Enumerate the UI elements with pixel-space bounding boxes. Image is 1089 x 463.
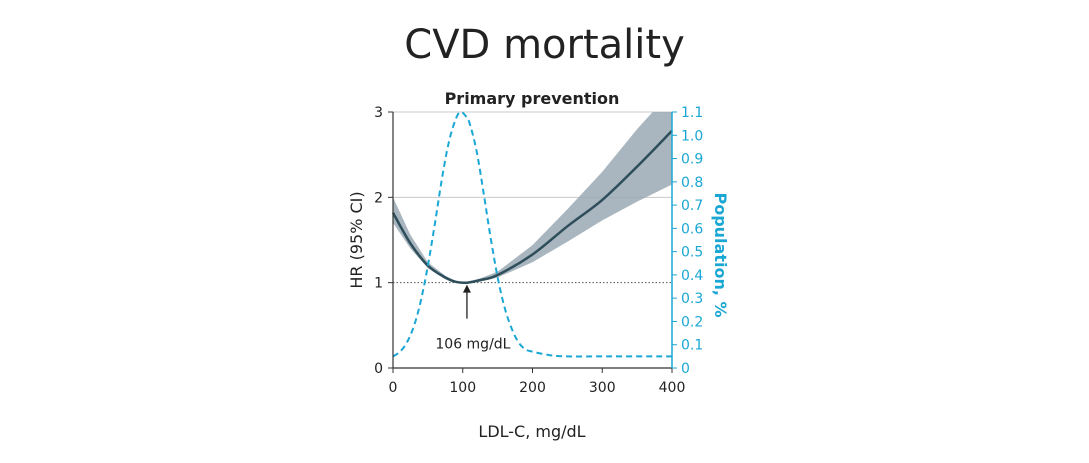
y2-tick-label: 0.4 [681, 268, 703, 284]
x-axis-ticks: 0 100 200 300 400 [389, 368, 686, 396]
chart-subtitle: Primary prevention [445, 89, 620, 108]
y2-axis-ticks: 0 0.1 0.2 0.3 0.4 0.5 0.6 0.7 0.8 0.9 1.0 1.1 [672, 105, 703, 377]
y-tick-label: 1 [374, 276, 383, 292]
population-curve [392, 110, 672, 358]
x-axis-label: LDL-C, mg/dL [478, 422, 585, 441]
x-tick-label: 300 [589, 380, 616, 396]
y-axis-ticks: 0 1 2 3 [374, 105, 393, 377]
x-tick-label: 0 [389, 380, 398, 396]
y2-tick-label: 0.3 [681, 291, 703, 307]
annotation-106: 106 mg/dL [435, 284, 511, 353]
y2-tick-label: 0.1 [681, 338, 703, 354]
y2-tick-label: 0.5 [681, 245, 703, 261]
y2-tick-label: 0.7 [681, 198, 703, 214]
y-axis-label: HR (95% CI) [347, 191, 366, 288]
y2-tick-label: 0 [681, 361, 690, 377]
y2-tick-label: 0.6 [681, 221, 703, 237]
y2-tick-label: 1.0 [681, 128, 703, 144]
y2-axis-label: Population, % [711, 192, 730, 317]
y2-tick-label: 0.9 [681, 152, 703, 168]
y2-tick-label: 0.2 [681, 314, 703, 330]
y2-tick-label: 1.1 [681, 105, 703, 121]
y-tick-label: 2 [374, 190, 383, 206]
annotation-arrowhead [462, 284, 471, 293]
y-tick-label: 3 [374, 105, 383, 121]
x-tick-label: 100 [449, 380, 476, 396]
annotation-label: 106 mg/dL [435, 337, 510, 353]
confidence-band [393, 112, 672, 284]
x-tick-label: 200 [519, 380, 546, 396]
y-tick-label: 0 [374, 361, 383, 377]
chart-title: CVD mortality [404, 22, 685, 68]
hr-curve [391, 129, 673, 285]
y2-tick-label: 0.8 [681, 175, 703, 191]
x-tick-label: 400 [659, 380, 686, 396]
